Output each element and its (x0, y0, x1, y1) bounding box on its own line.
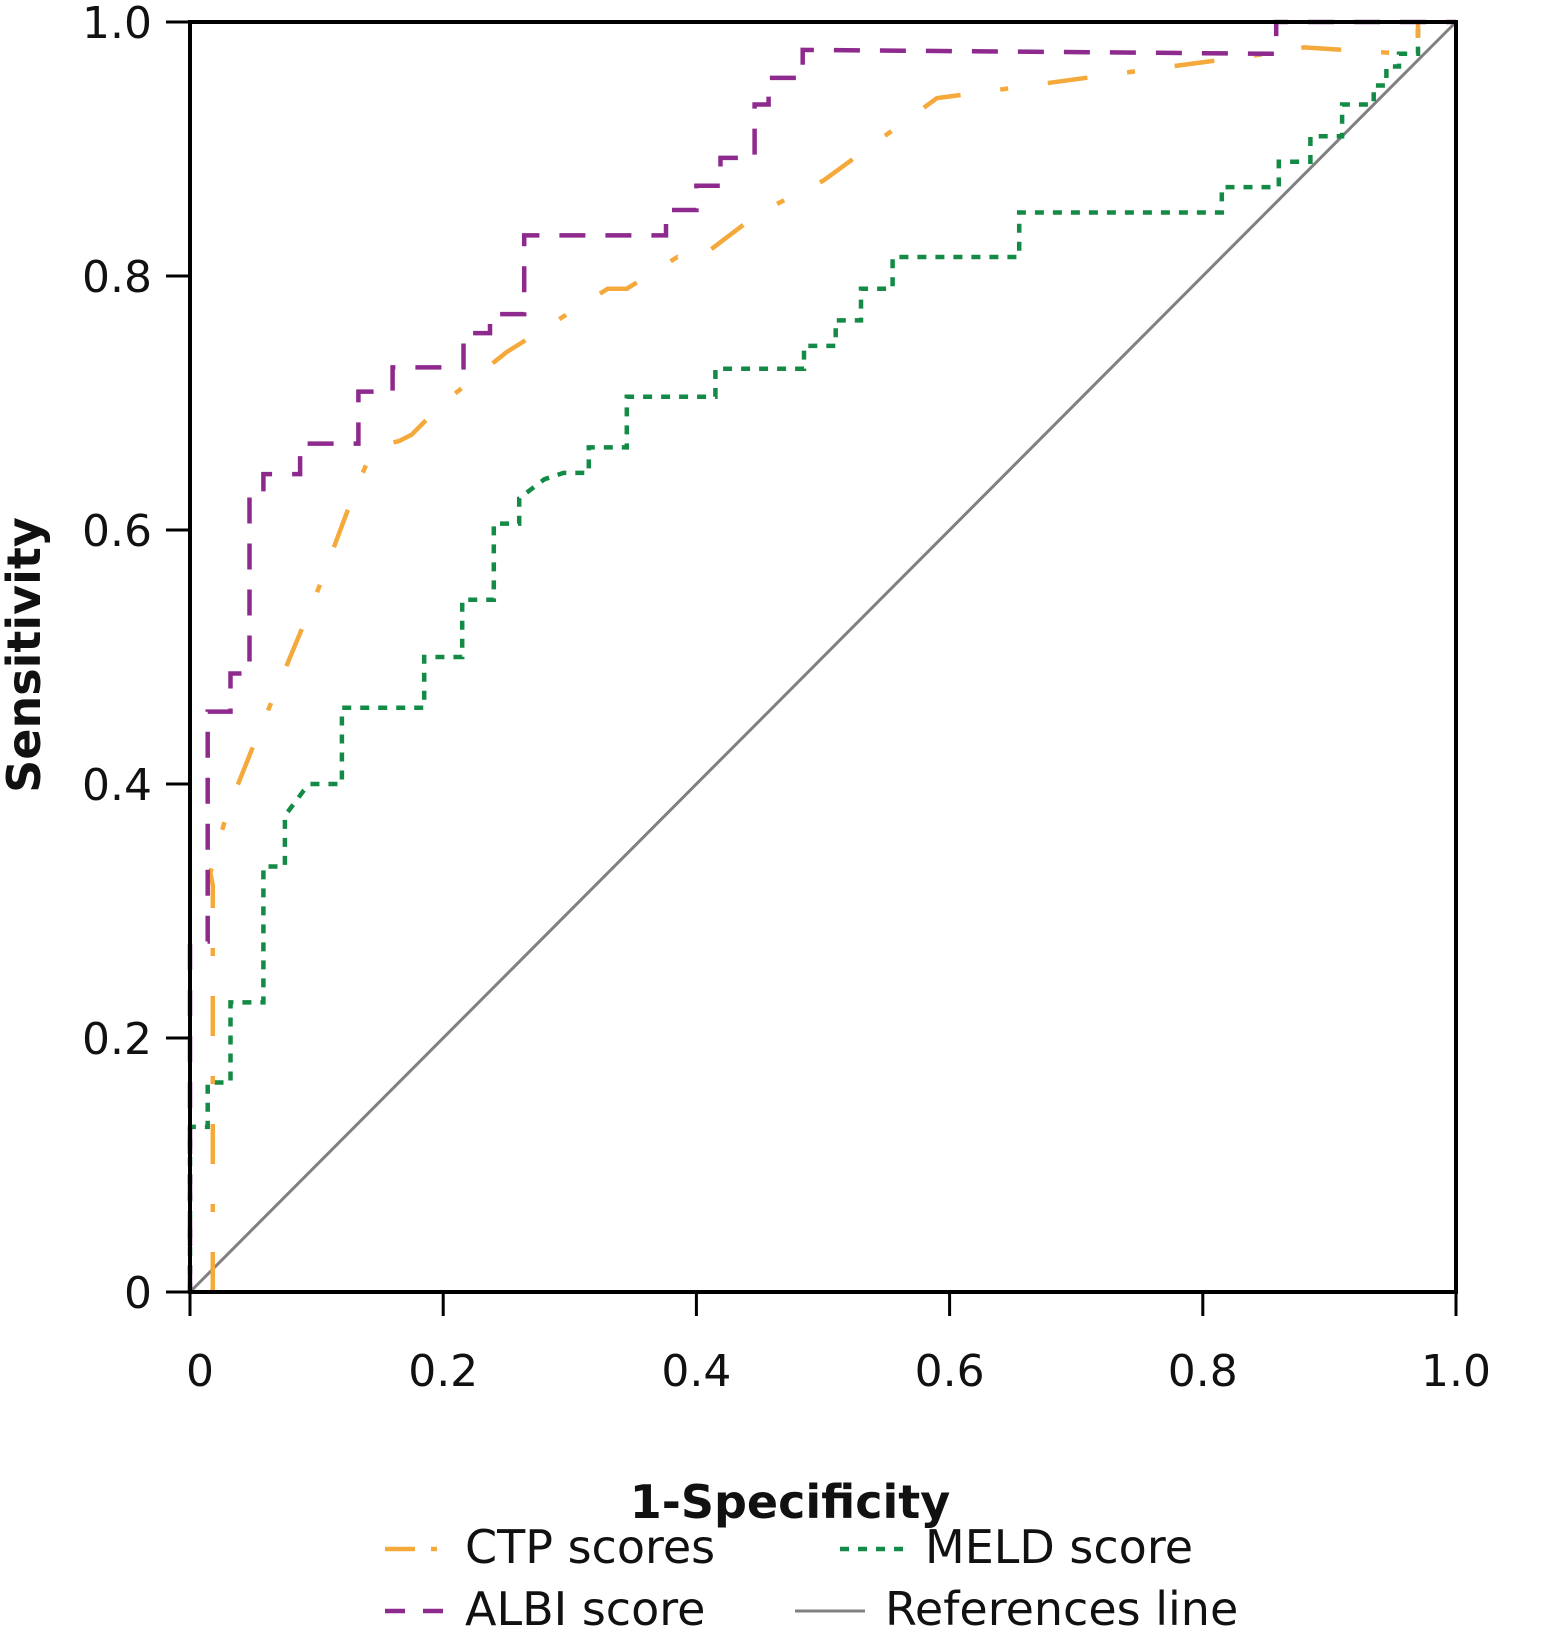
legend-item: CTP scores (385, 1520, 715, 1574)
y-axis-title: Sensitivity (0, 517, 51, 793)
x-tick-label: 0.2 (408, 1346, 478, 1397)
x-tick-label: 0.6 (915, 1346, 985, 1397)
series-layer (187, 19, 1458, 1294)
x-axis-ticks: 0 0.2 0.4 0.6 0.8 1.0 (186, 1292, 1491, 1397)
series-line-meld-score (187, 22, 1421, 1292)
y-tick-label: 1.0 (82, 0, 152, 49)
x-tick-label: 0.4 (661, 1346, 731, 1397)
series-line-albi-score (187, 19, 1456, 1292)
y-tick-label: 0.2 (82, 1014, 152, 1065)
x-tick-label: 0.8 (1168, 1346, 1238, 1397)
series-line-ctp-scores (207, 22, 1421, 1292)
y-tick-label: 0.4 (82, 760, 152, 811)
legend-item: MELD score (840, 1520, 1193, 1574)
legend-item: References line (795, 1582, 1238, 1636)
x-axis-title: 1-Specificity (630, 1475, 951, 1529)
y-axis-ticks: 0 0.2 0.4 0.6 0.8 1.0 (82, 0, 190, 1319)
y-tick-label: 0.8 (82, 252, 152, 303)
x-tick-label: 1.0 (1421, 1346, 1491, 1397)
legend-label: References line (885, 1582, 1238, 1636)
y-tick-label: 0.6 (82, 506, 152, 557)
y-tick-label: 0 (124, 1268, 152, 1319)
legend-item: ALBI score (385, 1582, 705, 1636)
plot-frame (188, 20, 1458, 1294)
legend-label: ALBI score (465, 1582, 705, 1636)
series-line-references-line (188, 20, 1458, 1294)
x-tick-label: 0 (186, 1346, 214, 1397)
axes-layer (188, 20, 1458, 1294)
legend: CTP scores MELD score ALBI score References… (385, 1520, 1238, 1636)
legend-label: CTP scores (465, 1520, 715, 1574)
legend-label: MELD score (925, 1520, 1193, 1574)
